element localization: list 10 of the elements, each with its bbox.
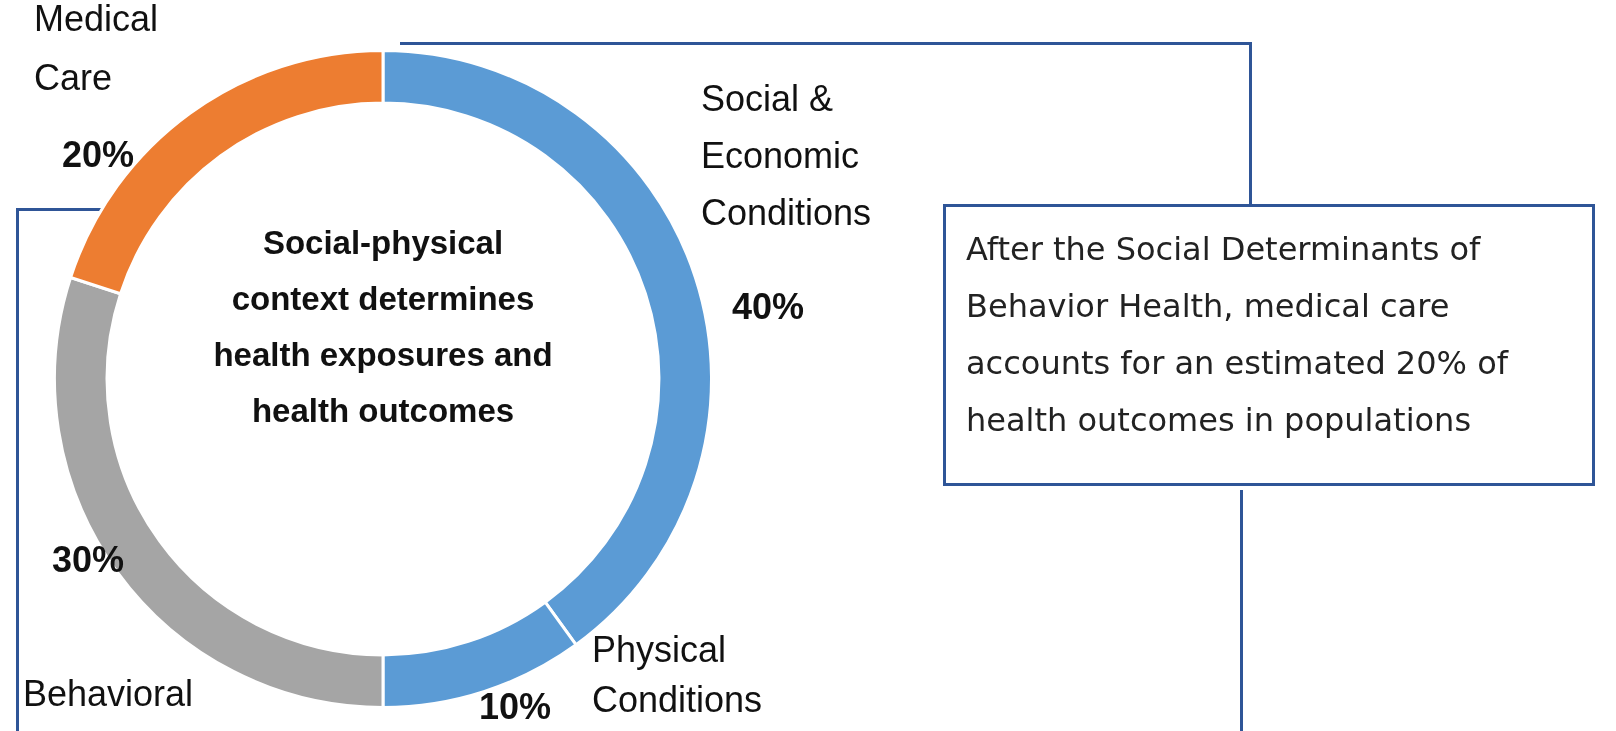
data-label: 10%: [478, 685, 552, 727]
slice-label: Social & Economic Conditions: [701, 77, 872, 233]
data-label: 20%: [61, 133, 135, 175]
data-label: 40%: [731, 285, 805, 327]
slice-label: Medical Care: [34, 0, 159, 98]
data-label: 30%: [51, 538, 125, 580]
slice-label: Physical Conditions: [592, 628, 763, 720]
text: Social-physical context determines health exposures and health outcomes: [213, 224, 553, 430]
text: After the Social Determinants of Behavior Health, medical care accounts for an estimated 20% of health outcomes in populations: [943, 204, 1595, 486]
slice-label: Behavioral: [23, 672, 194, 714]
